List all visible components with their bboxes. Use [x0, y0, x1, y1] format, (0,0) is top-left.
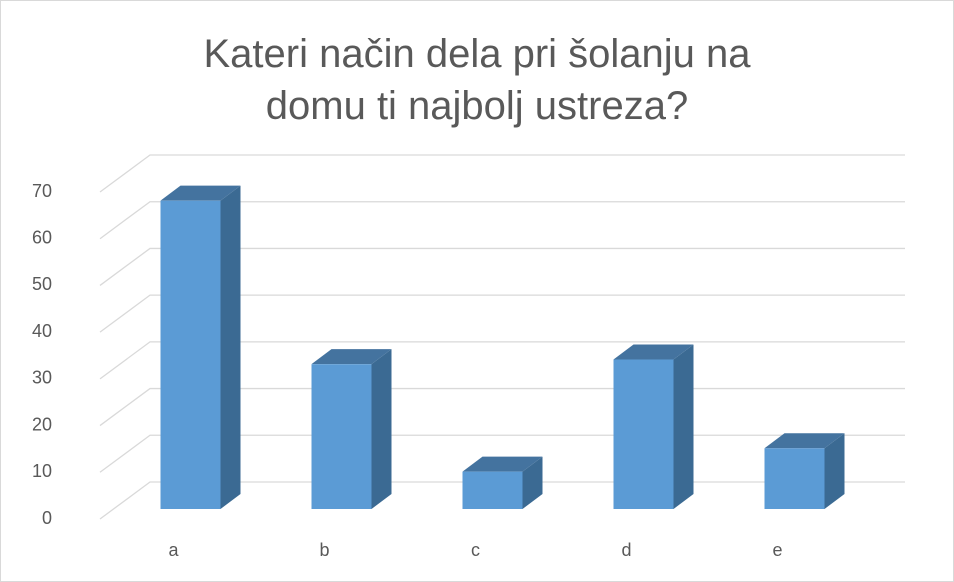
y-tick-label: 30 [32, 368, 52, 388]
bar [764, 448, 825, 509]
grid-line [99, 154, 905, 193]
bar [311, 364, 372, 509]
x-tick-label: e [772, 540, 782, 560]
y-tick-label: 40 [32, 321, 52, 341]
grid-line [99, 341, 905, 380]
y-tick-label: 0 [42, 508, 52, 528]
bar-top [462, 456, 543, 472]
x-tick-label: c [471, 540, 480, 560]
bar-side [673, 344, 694, 509]
x-tick-label: d [621, 540, 631, 560]
bar [462, 471, 523, 509]
bar [613, 359, 674, 509]
bar-side [824, 433, 845, 509]
grid-line [99, 294, 905, 333]
y-tick-label: 50 [32, 274, 52, 294]
grid-line [99, 201, 905, 240]
chart-title: Kateri način dela pri šolanju na domu ti… [203, 32, 751, 128]
bar-top [160, 185, 241, 201]
bar-top [764, 433, 845, 449]
bar [160, 200, 221, 509]
y-tick-label: 10 [32, 461, 52, 481]
bar-side [371, 349, 392, 509]
x-tick-label: b [319, 540, 329, 560]
y-tick-label: 60 [32, 227, 52, 247]
bar-top [311, 349, 392, 365]
bar-top [613, 344, 694, 360]
bar-side [522, 456, 543, 509]
y-tick-label: 70 [32, 181, 52, 201]
bar-side [220, 185, 241, 509]
grid-line [99, 247, 905, 286]
x-tick-label: a [168, 540, 179, 560]
y-tick-label: 20 [32, 414, 52, 434]
